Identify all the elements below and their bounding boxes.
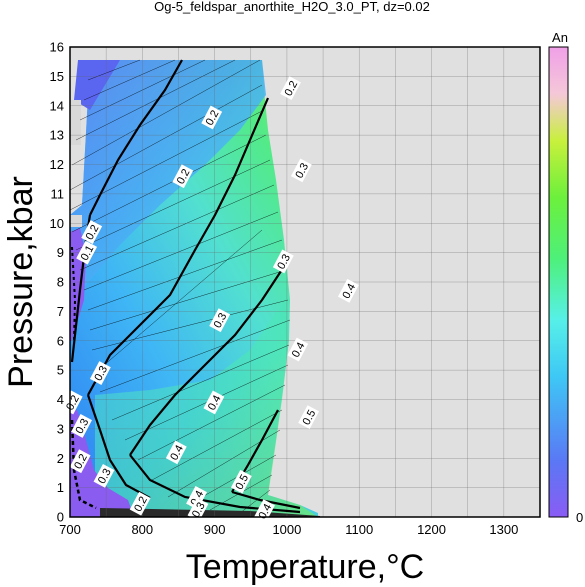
- colorbar-label: An: [552, 30, 568, 45]
- contour-label-bg: [298, 405, 320, 430]
- contour-line-0.2-upper: [89, 59, 183, 216]
- y-tick-label: 7: [57, 304, 64, 319]
- y-tick-label: 3: [57, 421, 64, 436]
- y-tick-label: 2: [57, 451, 64, 466]
- contour-label-bg: [172, 164, 194, 189]
- y-tick-label: 11: [51, 186, 65, 201]
- contour-label-bg: [81, 220, 103, 244]
- colorbar: [548, 46, 569, 518]
- contour-label-bg: [165, 440, 187, 465]
- contour-label-bg: [93, 463, 115, 488]
- contour-label-bg: [287, 337, 309, 362]
- x-axis-label: Temperature,°C: [186, 548, 424, 586]
- x-tick-label: 800: [131, 522, 153, 537]
- contour-label-bg: [201, 105, 223, 130]
- contour-label-bg: [290, 158, 312, 183]
- y-tick-label: 6: [57, 333, 64, 348]
- contour-label-bg: [89, 361, 111, 385]
- contour-line-0.3-upper: [87, 97, 270, 396]
- contour-line-0.4-upper: [129, 264, 286, 456]
- contour-line-0.3-lower: [86, 394, 151, 499]
- y-tick-label: 1: [57, 480, 64, 495]
- y-tick-label: 13: [50, 128, 64, 143]
- contour-line-0.5-lower: [231, 490, 301, 510]
- y-tick-label: 10: [50, 216, 64, 231]
- contour-label-bg: [186, 486, 207, 510]
- y-tick-label: 5: [57, 363, 64, 378]
- y-tick-label: 0: [57, 510, 64, 525]
- contour-label-bg: [230, 469, 252, 494]
- top-left-blue: [74, 60, 120, 110]
- gap-2: [70, 215, 82, 227]
- y-tick-label: 16: [50, 40, 64, 55]
- contour-label-bg: [280, 76, 301, 101]
- contour-lines: [70, 59, 301, 514]
- x-tick-label: 1100: [345, 522, 373, 537]
- x-tick-label: 1200: [417, 522, 446, 537]
- contour-label-bg: [209, 308, 231, 333]
- contour-label-bg: [71, 414, 93, 438]
- x-ticks: 700 800 900 1000 1100 1200 1300: [59, 522, 518, 537]
- y-tick-label: 8: [57, 275, 64, 290]
- bottom-dash: [70, 419, 97, 510]
- x-tick-label: 1000: [272, 522, 301, 537]
- contour-label-bg: [187, 497, 209, 522]
- contour-label-bg: [61, 390, 83, 415]
- y-tick-label: 14: [50, 98, 64, 113]
- mid-dash: [71, 246, 77, 341]
- contour-label-bg: [69, 449, 91, 474]
- colorbar-min-label: 0: [576, 510, 583, 525]
- x-tick-label: 1300: [489, 522, 518, 537]
- contour-label-bg: [272, 249, 294, 274]
- gap-1: [70, 100, 81, 145]
- y-tick-label: 15: [50, 69, 64, 84]
- contour-label-bg: [129, 491, 151, 516]
- contour-label-bg: [76, 240, 98, 265]
- y-tick-label: 12: [50, 157, 64, 172]
- chart-title: Og-5_feldspar_anorthite_H2O_3.0_PT, dz=0…: [154, 0, 430, 14]
- plot-frame: [69, 46, 541, 518]
- contour-label-bg: [203, 390, 225, 415]
- contour-label-bg: [337, 278, 359, 303]
- y-tick-label: 9: [57, 245, 64, 260]
- x-tick-label: 900: [204, 522, 226, 537]
- y-axis-label: Pressure,kbar: [2, 176, 40, 388]
- x-tick-label: 700: [59, 522, 81, 537]
- y-tick-label: 4: [57, 392, 64, 407]
